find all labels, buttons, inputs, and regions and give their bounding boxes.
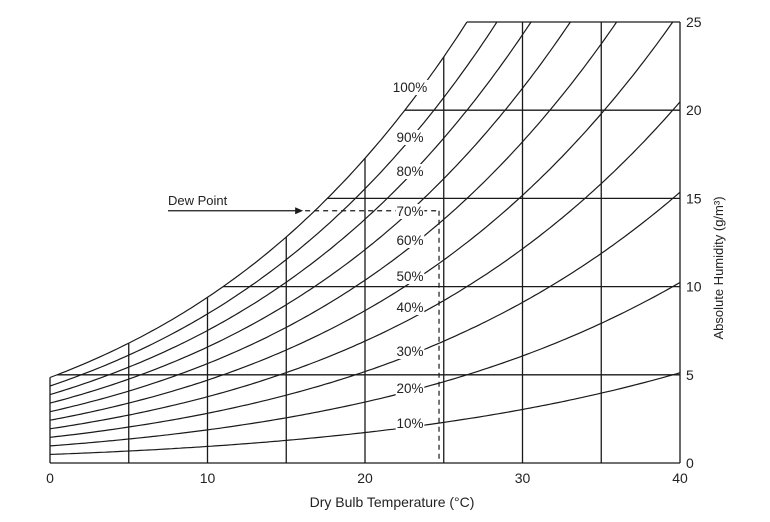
y-tick-label: 10 [686, 279, 702, 295]
rh-label-bg [391, 80, 429, 95]
rh-label-bg [395, 164, 425, 179]
rh-curve-80 [49, 21, 532, 396]
x-tick-label: 10 [200, 470, 216, 486]
rh-curve-20 [49, 281, 681, 447]
rh-label: 70% [396, 204, 423, 219]
dew-point-annotation [168, 207, 440, 463]
rh-label-bg [395, 130, 425, 145]
rh-label: 20% [396, 381, 423, 396]
rh-curve-30 [49, 191, 681, 438]
rh-curve-40 [49, 101, 681, 430]
y-axis-label: Absolute Humidity (g/m³) [711, 196, 726, 339]
y-tick-label: 20 [686, 102, 702, 118]
x-tick-label: 0 [46, 470, 54, 486]
rh-label-bg [395, 233, 425, 248]
rh-curve-90 [49, 21, 498, 387]
rh-label: 100% [393, 80, 428, 95]
y-tick-label: 15 [686, 190, 702, 206]
rh-label: 80% [396, 164, 423, 179]
dew-point-label: Dew Point [168, 193, 228, 208]
rh-label: 10% [396, 416, 423, 431]
rh-label: 90% [396, 130, 423, 145]
rh-label: 50% [396, 269, 423, 284]
x-tick-label: 30 [515, 470, 531, 486]
x-axis-label: Dry Bulb Temperature (°C) [310, 494, 475, 510]
arrowhead-icon [295, 207, 304, 215]
rh-curve-60 [49, 21, 618, 413]
rh-labels: 10% 20% 30% 40% 50% 60% 70% 80% 90% 100% [391, 80, 429, 431]
rh-curves [49, 21, 681, 455]
x-tick-label: 20 [357, 470, 373, 486]
rh-label-bg [395, 300, 425, 315]
rh-curve-50 [49, 21, 674, 421]
rh-curve-10 [49, 372, 681, 455]
rh-curve-100 [49, 21, 468, 379]
y-tick-label: 0 [686, 455, 694, 471]
rh-label-bg [395, 381, 425, 396]
rh-label: 40% [396, 300, 423, 315]
rh-label-bg [395, 416, 425, 431]
x-tick-label: 40 [672, 470, 688, 486]
rh-label: 60% [396, 233, 423, 248]
y-tick-label: 5 [686, 367, 694, 383]
rh-label: 30% [396, 344, 423, 359]
rh-label-bg [395, 344, 425, 359]
rh-label-bg [395, 269, 425, 284]
rh-label-bg [395, 204, 425, 219]
y-tick-label: 25 [686, 14, 702, 30]
rh-curve-70 [49, 21, 571, 404]
